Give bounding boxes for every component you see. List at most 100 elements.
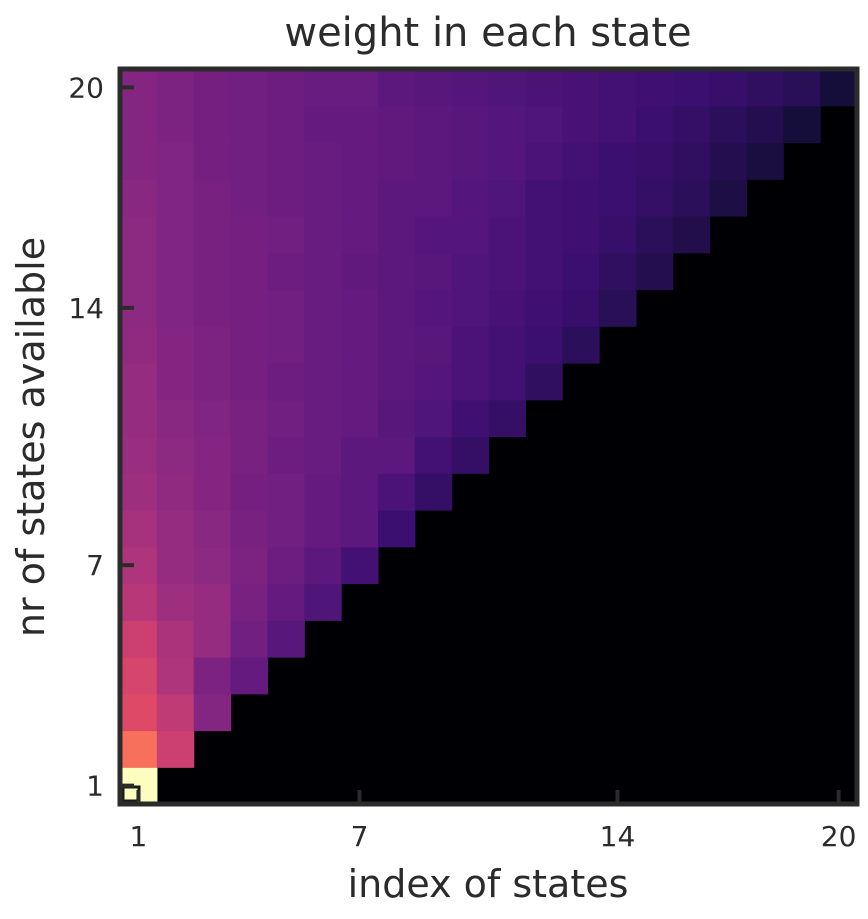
heatmap-cell-n17-i14 [599,179,637,217]
heatmap-cell-n19-i15 [635,105,674,144]
x-tick-label-1: 1 [130,820,148,853]
heatmap-cell-n13-i9 [414,326,453,364]
heatmap-cell-n17-i6 [304,179,342,217]
heatmap-cell-n10-i7 [341,436,379,474]
heatmap-cell-n11-i11 [488,399,526,438]
heatmap-cell-n19-i5 [267,105,305,144]
heatmap-cell-n20-i17 [709,69,748,107]
x-tick-label-7: 7 [351,820,369,853]
heatmap-cell-n18-i9 [414,142,453,180]
heatmap-cell-n4-i4 [230,657,268,695]
heatmap-cell-n16-i4 [230,216,268,254]
heatmap-cell-n20-i9 [414,69,453,107]
heatmap-cell-n16-i8 [377,216,416,254]
heatmap-cell-n8-i4 [230,510,268,548]
heatmap-cell-n15-i10 [451,252,490,291]
heatmap-cell-n19-i6 [304,105,342,144]
heatmap-cell-n14-i11 [488,289,526,327]
heatmap-cell-n9-i5 [267,473,305,511]
heatmap-cell-n13-i11 [488,326,526,364]
heatmap-cell-n14-i5 [267,289,305,327]
heatmap-cell-n19-i17 [709,105,748,144]
heatmap-cell-n15-i1 [120,252,158,291]
heatmap-cell-n14-i8 [377,289,416,327]
heatmap-cell-n19-i10 [451,105,490,144]
heatmap-cell-n20-i19 [783,69,821,107]
heatmap-cell-n17-i12 [525,179,563,217]
heatmap-cell-n15-i15 [635,252,674,291]
heatmap-cells [120,69,858,805]
heatmap-cell-n15-i3 [193,252,232,291]
heatmap-cell-n3-i2 [156,693,195,732]
heatmap-cell-n5-i5 [267,620,305,658]
heatmap-cell-n18-i7 [341,142,379,180]
heatmap-cell-n20-i10 [451,69,490,107]
heatmap-cell-n16-i16 [672,216,711,254]
heatmap-cell-n8-i8 [377,510,416,548]
heatmap-cell-n9-i2 [156,473,195,511]
y-tick-label-7: 7 [86,549,104,582]
heatmap-cell-n9-i6 [304,473,342,511]
heatmap-cell-n19-i11 [488,105,526,144]
heatmap-cell-n12-i12 [525,363,563,401]
chart-title: weight in each state [284,10,691,56]
heatmap-cell-n9-i3 [193,473,232,511]
heatmap-cell-n15-i8 [377,252,416,291]
heatmap-cell-n17-i4 [230,179,268,217]
heatmap-cell-n10-i2 [156,436,195,474]
heatmap-cell-n12-i9 [414,363,453,401]
heatmap-cell-n5-i2 [156,620,195,658]
heatmap-cell-n12-i4 [230,363,268,401]
heatmap-cell-n14-i4 [230,289,268,327]
heatmap-cell-n18-i13 [562,142,600,180]
heatmap-cell-n17-i3 [193,179,232,217]
heatmap-cell-n20-i8 [377,69,416,107]
heatmap-cell-n19-i14 [599,105,637,144]
x-tick-label-20: 20 [821,820,857,853]
heatmap-cell-n7-i4 [230,546,268,585]
heatmap-cell-n18-i17 [709,142,748,180]
heatmap-cell-n16-i12 [525,216,563,254]
heatmap-cell-n18-i5 [267,142,305,180]
heatmap-cell-n8-i3 [193,510,232,548]
heatmap-cell-n12-i6 [304,363,342,401]
heatmap-cell-n16-i15 [635,216,674,254]
heatmap-cell-n10-i5 [267,436,305,474]
heatmap-cell-n12-i5 [267,363,305,401]
heatmap-cell-n16-i14 [599,216,637,254]
heatmap-cell-n14-i6 [304,289,342,327]
heatmap-cell-n19-i12 [525,105,563,144]
heatmap-cell-n11-i5 [267,399,305,438]
heatmap-cell-n5-i4 [230,620,268,658]
heatmap-cell-n11-i8 [377,399,416,438]
heatmap-cell-n19-i8 [377,105,416,144]
heatmap-cell-n17-i5 [267,179,305,217]
heatmap-cell-n13-i7 [341,326,379,364]
heatmap-cell-n18-i15 [635,142,674,180]
heatmap-cell-n20-i12 [525,69,563,107]
heatmap-cell-n3-i3 [193,693,232,732]
heatmap-cell-n20-i13 [562,69,600,107]
heatmap-cell-n10-i6 [304,436,342,474]
heatmap-cell-n17-i9 [414,179,453,217]
heatmap-cell-n15-i6 [304,252,342,291]
heatmap-cell-n16-i3 [193,216,232,254]
heatmap-cell-n18-i14 [599,142,637,180]
heatmap-cell-n12-i8 [377,363,416,401]
heatmap-cell-n8-i6 [304,510,342,548]
heatmap-cell-n8-i2 [156,510,195,548]
heatmap-cell-n6-i6 [304,583,342,621]
heatmap-cell-n19-i16 [672,105,711,144]
heatmap-cell-n20-i2 [156,69,195,107]
heatmap-cell-n7-i3 [193,546,232,585]
heatmap-cell-n13-i8 [377,326,416,364]
heatmap-cell-n15-i7 [341,252,379,291]
heatmap-cell-n15-i9 [414,252,453,291]
y-axis-label: nr of states available [9,237,53,637]
heatmap-cell-n17-i13 [562,179,600,217]
heatmap-cell-n20-i5 [267,69,305,107]
heatmap-cell-n9-i4 [230,473,268,511]
heatmap-cell-n18-i3 [193,142,232,180]
heatmap-cell-n13-i12 [525,326,563,364]
heatmap-cell-n13-i3 [193,326,232,364]
